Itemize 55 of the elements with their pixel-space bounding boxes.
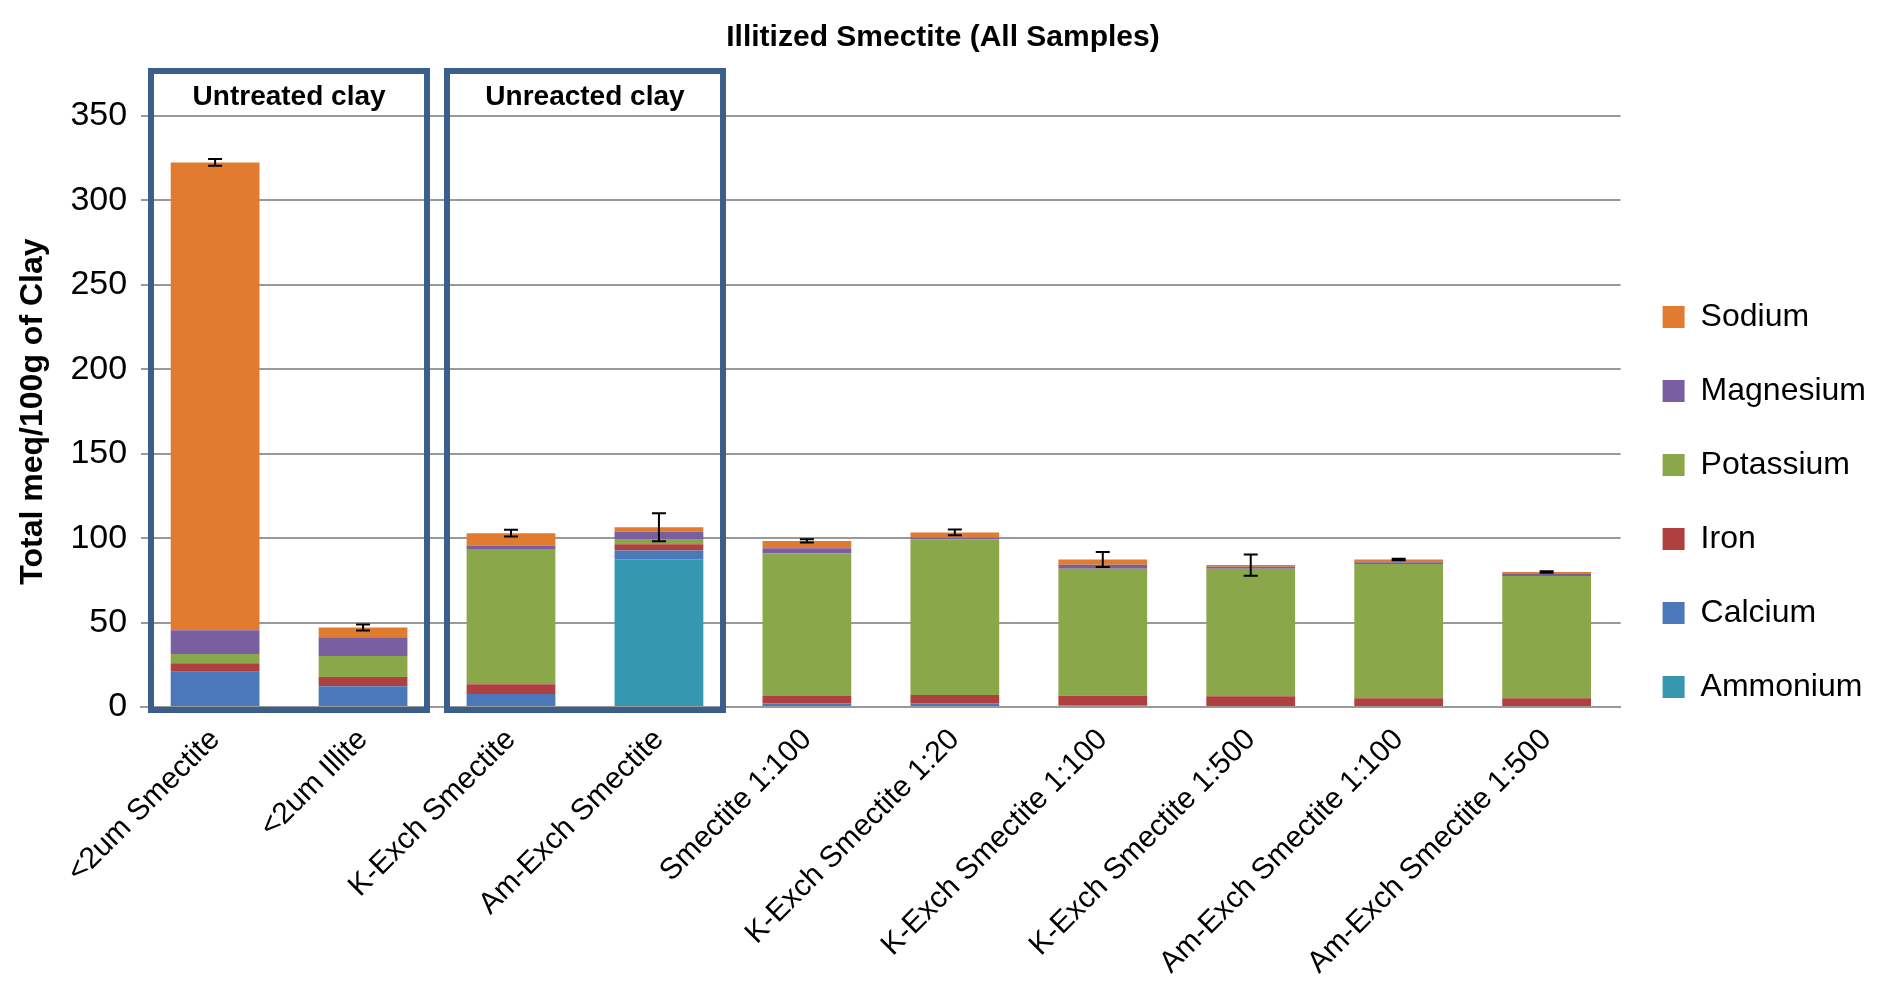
legend-label: Calcium xyxy=(1700,592,1817,629)
legend-label: Ammonium xyxy=(1700,666,1863,703)
y-tick-label: 50 xyxy=(89,601,128,640)
bar xyxy=(318,676,408,687)
bar xyxy=(614,531,704,539)
y-tick-label: 250 xyxy=(70,263,128,302)
bar xyxy=(170,663,260,672)
y-tick-label: 150 xyxy=(70,432,128,471)
bar xyxy=(466,693,556,707)
bar xyxy=(170,653,260,664)
bar xyxy=(1354,564,1444,699)
y-tick-label: 200 xyxy=(70,347,128,386)
bar xyxy=(1058,568,1148,696)
bar xyxy=(910,539,1000,695)
legend-label: Magnesium xyxy=(1700,370,1866,407)
bar xyxy=(910,703,1000,707)
chart-title: Illitized Smectite (All Samples) xyxy=(726,19,1160,53)
bar xyxy=(1502,698,1591,707)
bar xyxy=(1058,564,1148,569)
bar xyxy=(762,695,852,704)
bar xyxy=(762,703,852,707)
bar xyxy=(614,527,704,532)
bar xyxy=(614,544,704,551)
bar xyxy=(170,671,260,707)
text: Untreated clay xyxy=(192,79,386,111)
bar xyxy=(762,548,852,554)
bar xyxy=(614,559,704,707)
bar xyxy=(614,550,704,560)
bar xyxy=(170,630,260,654)
bar xyxy=(466,684,556,694)
bar xyxy=(466,533,556,546)
bar xyxy=(1354,698,1444,707)
legend-label: Potassium xyxy=(1700,444,1850,481)
bar xyxy=(170,162,260,631)
bar xyxy=(1058,695,1148,706)
bar xyxy=(762,553,852,696)
bar xyxy=(318,686,408,707)
y-tick-label: 0 xyxy=(108,685,128,724)
legend-label: Sodium xyxy=(1700,296,1810,333)
bar xyxy=(466,549,556,685)
y-tick-label: 100 xyxy=(70,516,128,555)
text: Unreacted clay xyxy=(485,79,685,111)
bar xyxy=(1206,696,1296,707)
bar xyxy=(910,532,1000,538)
y-axis-title: Total meq/100g of Clay xyxy=(13,238,50,585)
bar xyxy=(318,637,408,656)
bar xyxy=(1206,568,1296,697)
y-tick-label: 300 xyxy=(70,178,128,217)
bar xyxy=(1058,559,1148,565)
bar xyxy=(1502,576,1591,699)
bar xyxy=(910,694,1000,704)
bar xyxy=(318,655,408,677)
bar xyxy=(466,545,556,550)
y-tick-label: 350 xyxy=(70,94,128,133)
legend-label: Iron xyxy=(1700,518,1756,555)
